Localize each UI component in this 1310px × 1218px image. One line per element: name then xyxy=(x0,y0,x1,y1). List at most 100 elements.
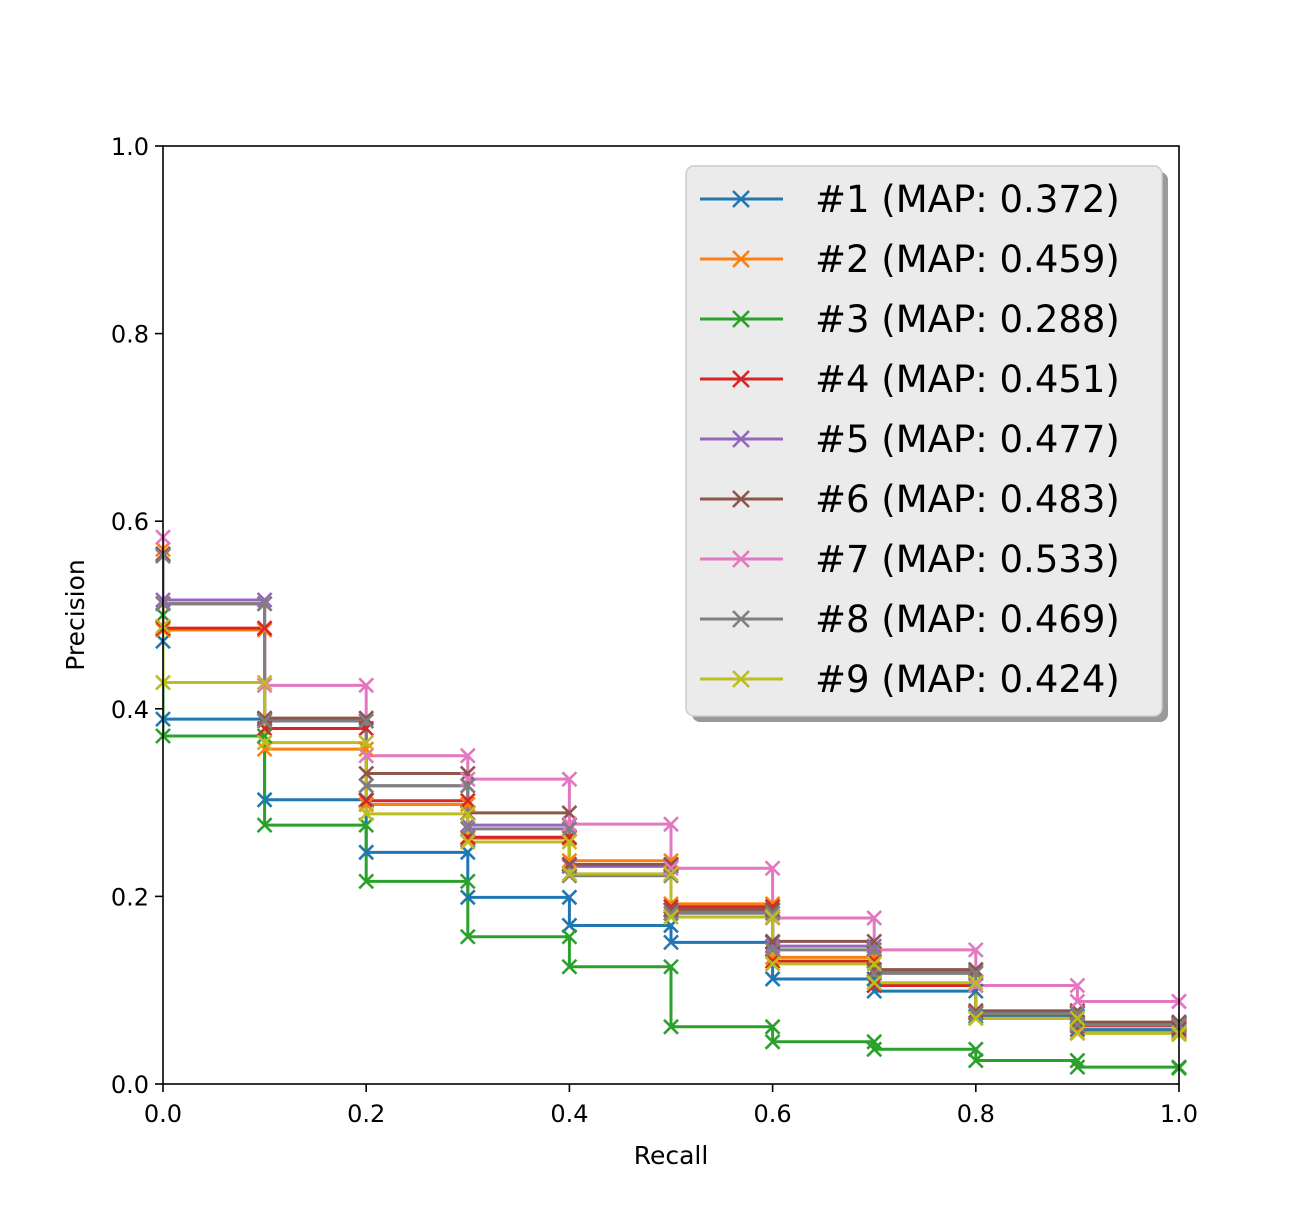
series-9-point xyxy=(663,909,679,925)
legend-item: #4 (MAP: 0.451) xyxy=(700,358,1120,401)
series-8-point xyxy=(256,713,273,729)
y-axis: 0.0 0.2 0.4 0.6 0.8 1.0 xyxy=(111,133,163,1099)
x-tick-label: 0.6 xyxy=(754,1100,792,1128)
series-3-point xyxy=(459,928,476,945)
series-9-point xyxy=(561,834,578,850)
legend-item: #6 (MAP: 0.483) xyxy=(700,478,1120,521)
series-9-point xyxy=(459,805,476,822)
x-tick-label: 0.8 xyxy=(957,1100,995,1128)
legend-marker xyxy=(732,370,750,388)
series-9-point xyxy=(866,974,883,991)
series-1-point xyxy=(764,971,781,987)
series-6-point xyxy=(256,710,273,727)
legend-marker xyxy=(732,310,750,328)
series-9-point xyxy=(561,865,578,882)
series-8-point xyxy=(764,905,781,922)
legend-item: #2 (MAP: 0.459) xyxy=(700,238,1120,281)
series-3-point xyxy=(967,1041,984,1058)
series-9-point xyxy=(1069,1025,1086,1042)
series-3-point xyxy=(358,817,375,834)
legend-label: #9 (MAP: 0.424) xyxy=(815,658,1120,701)
series-6-point xyxy=(561,804,578,821)
legend-marker xyxy=(732,190,750,208)
series-7-point xyxy=(561,816,578,833)
series-4-point xyxy=(256,620,273,637)
series-3-point xyxy=(663,958,679,975)
series-8-point xyxy=(1069,1005,1086,1022)
legend-item: #7 (MAP: 0.533) xyxy=(700,538,1120,581)
series-5-point xyxy=(459,817,476,834)
series-2-point xyxy=(256,741,273,758)
series-3-point xyxy=(561,928,578,945)
series-7-point xyxy=(967,941,984,958)
series-9-point xyxy=(358,734,375,751)
series-8-point xyxy=(561,820,578,837)
legend-label: #2 (MAP: 0.459) xyxy=(815,238,1120,281)
series-8-point xyxy=(256,595,273,612)
series-7-point xyxy=(561,771,578,788)
y-tick-label: 0.4 xyxy=(111,696,149,724)
series-8-point xyxy=(459,820,476,837)
legend-label: #5 (MAP: 0.477) xyxy=(815,418,1120,461)
series-2-point xyxy=(256,622,273,638)
series-3-point xyxy=(967,1052,984,1069)
series-6-point xyxy=(358,765,375,782)
series-3-point xyxy=(358,873,375,890)
legend-item: #3 (MAP: 0.288) xyxy=(700,298,1120,341)
series-9-point xyxy=(764,909,781,925)
series-3-point xyxy=(1069,1059,1086,1076)
y-tick-label: 0.8 xyxy=(111,321,149,349)
series-7-point xyxy=(358,677,375,694)
series-1-point xyxy=(561,917,578,934)
series-5-point xyxy=(256,592,273,608)
series-6-point xyxy=(967,961,984,978)
legend-box xyxy=(685,165,1163,717)
series-7-point xyxy=(459,747,476,764)
series-3-point xyxy=(459,873,476,890)
series-5-point xyxy=(967,963,984,980)
y-tick-label: 0.0 xyxy=(111,1071,149,1099)
series-9-point xyxy=(459,834,476,850)
y-tick-label: 0.2 xyxy=(111,883,149,911)
legend-item: #9 (MAP: 0.424) xyxy=(700,658,1120,701)
series-1-point xyxy=(459,889,476,906)
legend-label: #3 (MAP: 0.288) xyxy=(815,298,1120,341)
series-8-point xyxy=(561,867,578,884)
legend-marker xyxy=(732,490,750,508)
series-8-point xyxy=(459,777,476,794)
series-1-point xyxy=(358,844,375,861)
x-axis-label: Recall xyxy=(634,1141,709,1170)
legend-label: #7 (MAP: 0.533) xyxy=(815,538,1120,581)
x-axis: 0.0 0.2 0.4 0.6 0.8 1.0 xyxy=(144,1084,1198,1128)
legend-label: #1 (MAP: 0.372) xyxy=(815,178,1120,221)
series-line-3 xyxy=(163,615,1179,1069)
series-8-point xyxy=(358,777,375,794)
series-2-point xyxy=(561,852,578,869)
y-tick-label: 0.6 xyxy=(111,508,149,536)
series-4-point xyxy=(866,977,883,994)
legend-marker xyxy=(732,670,750,688)
series-line-1 xyxy=(163,641,1179,1032)
series-8-point xyxy=(866,941,883,958)
series-7-point xyxy=(1069,993,1086,1010)
series-3-point xyxy=(663,1018,679,1035)
series-9-point xyxy=(256,734,273,751)
legend-label: #4 (MAP: 0.451) xyxy=(815,358,1120,401)
series-1-point xyxy=(967,1008,984,1025)
y-axis-label: Precision xyxy=(61,559,90,671)
series-9-point xyxy=(1069,1010,1086,1027)
x-tick-label: 1.0 xyxy=(1160,1100,1198,1128)
series-7-point xyxy=(459,771,476,788)
series-9-point xyxy=(256,674,273,691)
series-3-point xyxy=(561,958,578,975)
legend-items: #1 (MAP: 0.372) #2 (MAP: 0.459) #3 (MAP: 0… xyxy=(700,178,1120,701)
legend-marker xyxy=(732,610,750,628)
series-8-point xyxy=(663,867,679,884)
x-tick-label: 0.0 xyxy=(144,1100,182,1128)
series-line-9 xyxy=(163,626,1179,1035)
series-1-point xyxy=(561,889,578,906)
series-5-point xyxy=(764,938,781,955)
series-9-point xyxy=(866,956,883,972)
series-7-point xyxy=(764,860,781,877)
